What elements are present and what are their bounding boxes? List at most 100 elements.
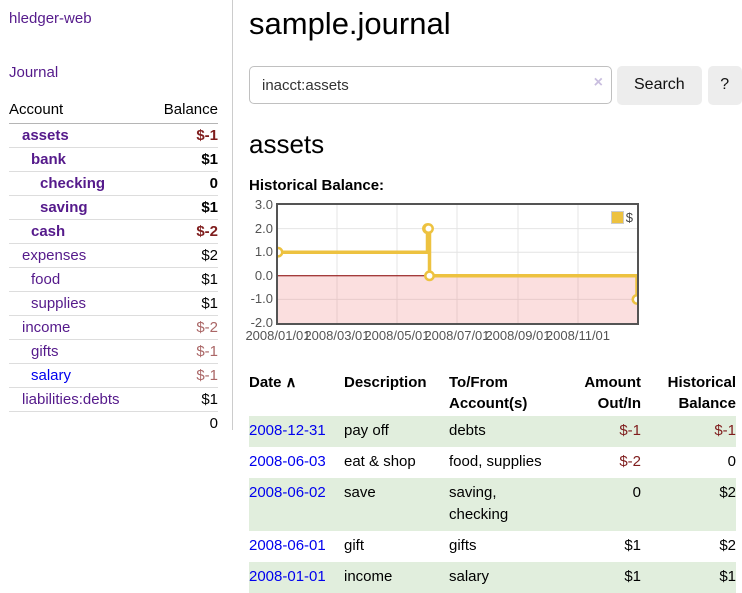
account-balance: $-2 — [149, 315, 218, 340]
account-row: liabilities:debts $1 — [9, 387, 218, 412]
account-link-cash[interactable]: cash — [31, 223, 66, 240]
register-amount-cell: 0 — [559, 478, 641, 531]
register-date-cell: 2008-06-01 — [249, 531, 344, 562]
x-axis-tick-label: 2008/07/01 — [424, 328, 490, 343]
account-link-salary[interactable]: salary — [31, 367, 72, 384]
account-row: cash $-2 — [9, 219, 218, 244]
account-link-liabilities-debts[interactable]: liabilities:debts — [22, 391, 120, 408]
account-link-food[interactable]: food — [31, 271, 61, 288]
transaction-date-link[interactable]: 2008-06-03 — [249, 453, 326, 470]
account-row: assets $-1 — [9, 123, 218, 148]
balance-column-header: Historical Balance — [667, 374, 736, 412]
register-accounts-cell: gifts — [449, 537, 477, 554]
register-header-row: Date ∧ Description To/From Account(s) Amo… — [249, 370, 736, 416]
register-accounts-cell: saving, checking — [449, 478, 559, 531]
account-balance: 0 — [149, 171, 218, 196]
x-axis-tick-label: 2008/11/01 — [545, 328, 611, 343]
account-balance: $2 — [149, 243, 218, 268]
account-balance: $1 — [149, 387, 218, 412]
register-description-cell: pay off — [344, 416, 449, 447]
register-balance-cell: $-1 — [641, 416, 736, 447]
account-link-income[interactable]: income — [22, 319, 71, 336]
chart-label: Historical Balance: — [249, 177, 385, 194]
y-axis-tick-label: 0.0 — [254, 267, 273, 283]
register-accounts-cell: debts — [449, 416, 559, 447]
register-date-cell: 2008-06-02 — [249, 478, 344, 531]
search-input[interactable] — [249, 66, 612, 104]
register-amount-cell: $1 — [624, 537, 641, 554]
account-link-expenses[interactable]: expenses — [22, 247, 87, 264]
amount-column-header: Amount Out/In — [584, 374, 641, 412]
account-row: salary $-1 — [9, 363, 218, 388]
sort-ascending-icon: ∧ — [285, 374, 297, 391]
help-button[interactable]: ? — [707, 65, 742, 105]
account-row: income $-2 — [9, 315, 218, 340]
y-axis-tick-label: 1.0 — [254, 244, 273, 260]
account-link-bank[interactable]: bank — [31, 151, 67, 168]
register-amount-cell: $1 — [559, 562, 641, 593]
transaction-date-link[interactable]: 2008-06-02 — [249, 484, 326, 501]
account-link-supplies[interactable]: supplies — [31, 295, 87, 312]
account-row: supplies $1 — [9, 291, 218, 316]
register-description-cell: gift — [344, 537, 365, 554]
description-column-header: Description — [344, 374, 427, 391]
transaction-date-link[interactable]: 2008-01-01 — [249, 568, 326, 585]
search-box: × — [249, 66, 612, 104]
x-axis-tick-label: 2008/05/01 — [364, 328, 430, 343]
register-amount-cell: $-1 — [559, 416, 641, 447]
register-row: 2008-06-02 save saving, checking 0 $2 — [249, 478, 736, 531]
register-balance-cell: 0 — [727, 453, 736, 470]
transaction-date-link[interactable]: 2008-12-31 — [249, 422, 326, 439]
account-balance: $-1 — [149, 123, 218, 148]
sidebar-item-journal[interactable]: Journal — [9, 64, 59, 81]
clear-search-icon[interactable]: × — [593, 74, 603, 91]
x-axis-tick-label: 2008/01/01 — [245, 328, 311, 343]
register-balance-cell: $2 — [641, 478, 736, 531]
accounts-table-header: Account Balance — [9, 97, 218, 124]
account-row: checking 0 — [9, 171, 218, 196]
legend-series-label: $ — [625, 210, 633, 225]
accounts-column-header: To/From Account(s) — [449, 374, 528, 412]
y-axis-tick-label: 2.0 — [254, 220, 273, 236]
page-title: sample.journal — [249, 6, 451, 41]
account-link-gifts[interactable]: gifts — [31, 343, 59, 360]
register-date-cell: 2008-06-03 — [249, 447, 344, 478]
account-row: bank $1 — [9, 147, 218, 172]
x-axis-tick-label: 2008/03/01 — [304, 328, 370, 343]
account-row: saving $1 — [9, 195, 218, 220]
account-balance: $1 — [149, 195, 218, 220]
y-axis-tick-label: -1.0 — [250, 291, 273, 307]
register-description-cell: eat & shop — [344, 453, 416, 470]
account-link-saving[interactable]: saving — [40, 199, 88, 216]
account-balance: $-2 — [149, 219, 218, 244]
account-link-checking[interactable]: checking — [40, 175, 106, 192]
register-row: 2008-01-01 income salary $1 $1 — [249, 562, 736, 593]
account-balance: $1 — [149, 267, 218, 292]
app-title-link[interactable]: hledger-web — [9, 10, 92, 27]
search-button[interactable]: Search — [617, 65, 702, 105]
chart-legend: $ — [609, 209, 634, 226]
register-row: 2008-06-01 gift gifts $1 $2 — [249, 531, 736, 562]
register-row: 2008-06-03 eat & shop food, supplies $-2 0 — [249, 447, 736, 478]
account-link-assets[interactable]: assets — [22, 127, 69, 144]
balance-column-header: Balance — [149, 97, 218, 124]
account-row: expenses $2 — [9, 243, 218, 268]
legend-color-swatch — [610, 211, 624, 224]
register-balance-cell: $2 — [719, 537, 736, 554]
register-date-cell: 2008-12-31 — [249, 416, 344, 447]
chart-plot-area: $ — [272, 203, 643, 325]
account-column-header: Account — [9, 97, 150, 124]
account-balance: $-1 — [149, 363, 218, 388]
x-axis-tick-label: 2008/09/01 — [485, 328, 551, 343]
sidebar-divider — [232, 0, 233, 430]
register-accounts-cell: food, supplies — [449, 453, 542, 470]
account-balance: $1 — [149, 291, 218, 316]
chart-svg — [272, 205, 643, 323]
account-row: food $1 — [9, 267, 218, 292]
register-row: 2008-12-31 pay off debts $-1 $-1 — [249, 416, 736, 447]
main-content: sample.journal × Search ? assets Histori… — [245, 0, 742, 593]
y-axis-tick-label: 3.0 — [254, 197, 273, 212]
register-description-cell: save — [344, 478, 449, 531]
transaction-date-link[interactable]: 2008-06-01 — [249, 537, 326, 554]
date-column-header: Date ∧ — [249, 374, 297, 391]
